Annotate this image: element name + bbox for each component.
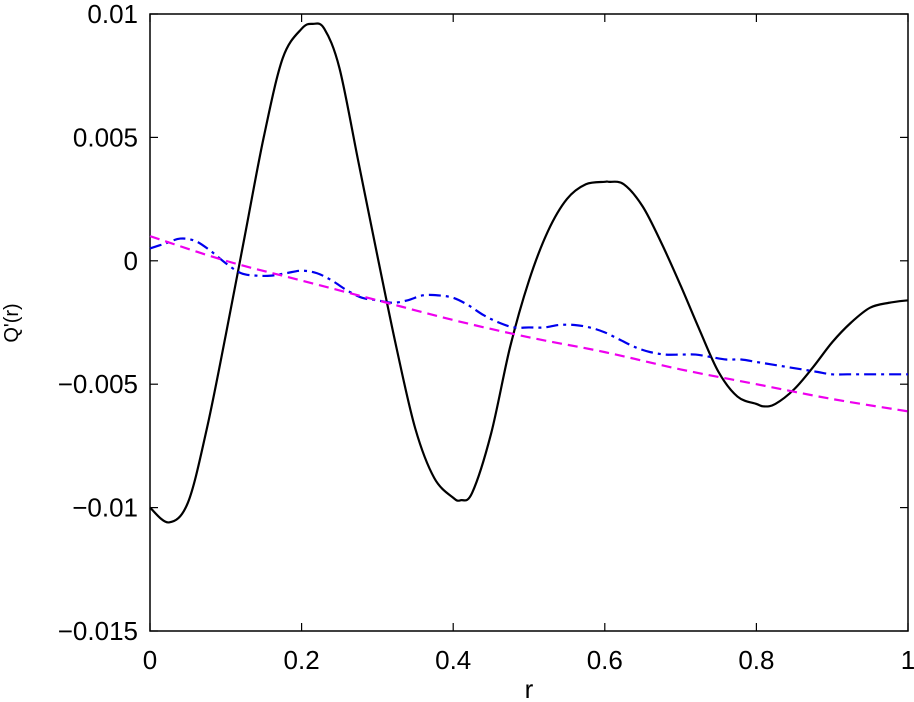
series-line-2: [149, 237, 908, 376]
y-tick-label: −0.005: [58, 369, 138, 399]
axis-ticks: [149, 13, 909, 632]
series-line-1: [149, 22, 909, 524]
series-layer: [149, 22, 909, 524]
y-tick-label: −0.01: [72, 493, 138, 523]
y-tick-label: 0.01: [87, 0, 138, 29]
x-tick-label: 0.8: [738, 645, 774, 675]
y-tick-label: 0.005: [73, 122, 138, 152]
y-axis-label: Q'(r): [1, 303, 23, 342]
y-tick-label: 0: [124, 246, 138, 276]
x-tick-label: 1: [901, 645, 914, 675]
plot-area: [149, 13, 909, 632]
y-tick-labels: −0.015 −0.01 −0.005 0 0.005 0.01: [58, 0, 138, 646]
x-tick-label: 0: [143, 645, 157, 675]
x-tick-label: 0.6: [587, 645, 623, 675]
y-tick-label: −0.015: [58, 616, 138, 646]
x-axis-label: r: [525, 674, 534, 702]
series-line-3: [149, 235, 909, 413]
x-tick-label: 0.4: [435, 645, 471, 675]
x-tick-labels: 0 0.2 0.4 0.6 0.8 1: [143, 645, 914, 675]
x-tick-label: 0.2: [284, 645, 320, 675]
